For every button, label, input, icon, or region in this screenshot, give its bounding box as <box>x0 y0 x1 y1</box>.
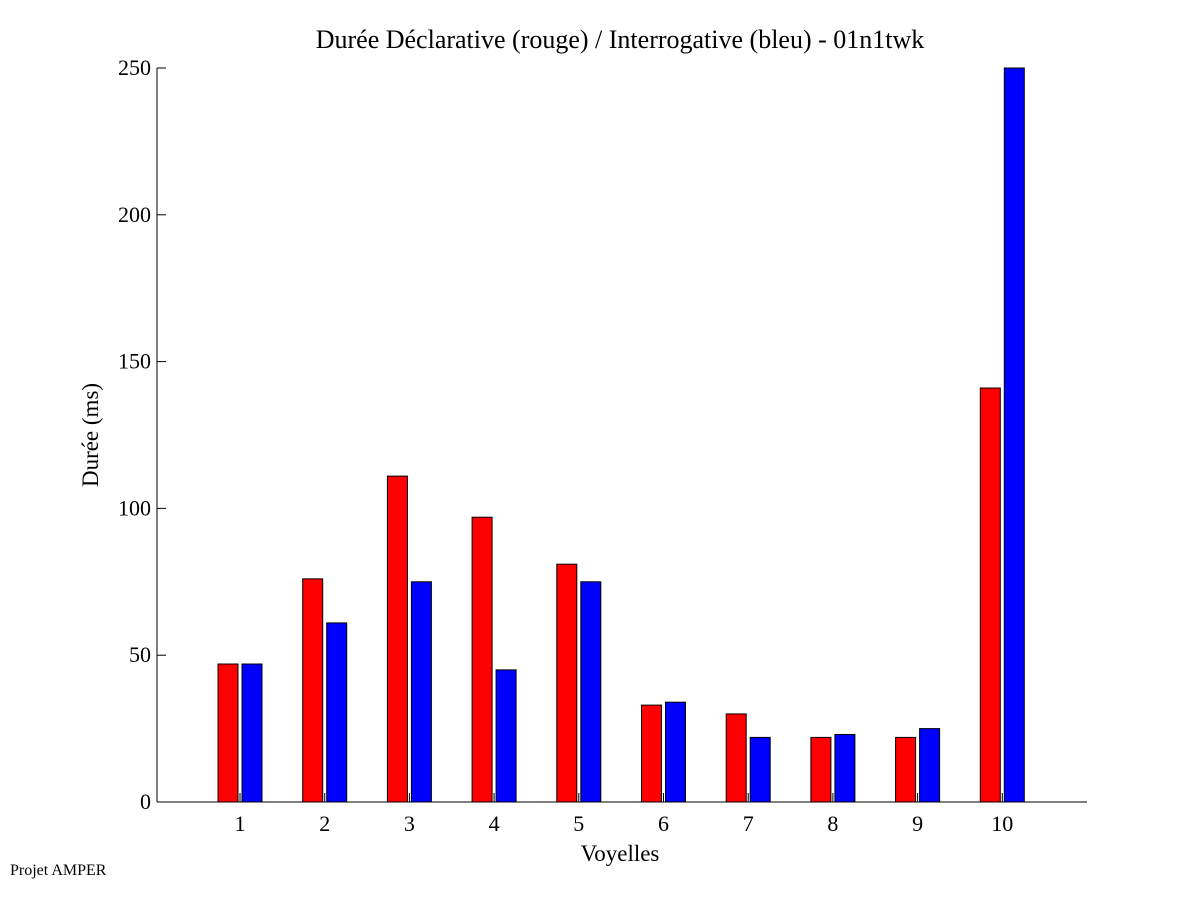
bar-series-2-4 <box>495 669 517 803</box>
bar-series-2-8 <box>834 733 856 803</box>
x-tick-label-3: 3 <box>404 811 415 836</box>
x-tick-label-10: 10 <box>991 811 1013 836</box>
bar-series-2-5 <box>580 581 602 803</box>
x-tick-label-7: 7 <box>743 811 754 836</box>
bar-series-1-6 <box>641 704 662 803</box>
x-axis-label: Voyelles <box>581 841 660 866</box>
bar-series-2-2 <box>326 622 348 803</box>
y-tick-label-100: 100 <box>118 495 151 520</box>
y-axis-label: Durée (ms) <box>78 383 103 487</box>
x-tick-label-5: 5 <box>573 811 584 836</box>
x-tick-label-8: 8 <box>827 811 838 836</box>
bar-series-1-3 <box>386 475 408 803</box>
footer-text: Projet AMPER <box>10 862 107 879</box>
y-tick-label-200: 200 <box>118 202 151 227</box>
y-tick-label-250: 250 <box>118 55 151 80</box>
bar-series-1-7 <box>725 713 747 803</box>
y-tick-label-150: 150 <box>118 349 151 374</box>
bar-series-2-9 <box>919 728 941 803</box>
y-tick-label-50: 50 <box>129 642 151 667</box>
y-ticks-group: 0 50 100 150 200 250 <box>118 55 166 814</box>
axes-group <box>156 68 1087 803</box>
bar-series-1-4 <box>471 516 493 803</box>
bar-series-1-10 <box>979 387 1001 803</box>
x-ticks-group: 1 2 3 4 5 6 7 8 9 10 <box>235 793 1013 836</box>
bar-series-2-1 <box>241 663 263 803</box>
bar-series-1-1 <box>217 663 239 803</box>
bar-series-2-7 <box>749 736 771 803</box>
x-tick-label-9: 9 <box>912 811 923 836</box>
bar-series-1-5 <box>556 563 578 803</box>
y-tick-label-0: 0 <box>140 789 151 814</box>
x-tick-label-4: 4 <box>489 811 500 836</box>
chart-title: Durée Déclarative (rouge) / Interrogativ… <box>316 25 925 54</box>
x-tick-label-1: 1 <box>235 811 246 836</box>
bars-group <box>217 67 1025 803</box>
bar-series-1-2 <box>302 578 324 803</box>
bar-series-2-10 <box>1003 67 1025 803</box>
bar-series-2-3 <box>410 581 432 803</box>
x-tick-label-2: 2 <box>319 811 330 836</box>
bar-series-2-6 <box>665 701 686 803</box>
bar-series-1-9 <box>895 736 917 803</box>
x-tick-label-6: 6 <box>658 811 669 836</box>
bar-series-1-8 <box>810 736 832 803</box>
